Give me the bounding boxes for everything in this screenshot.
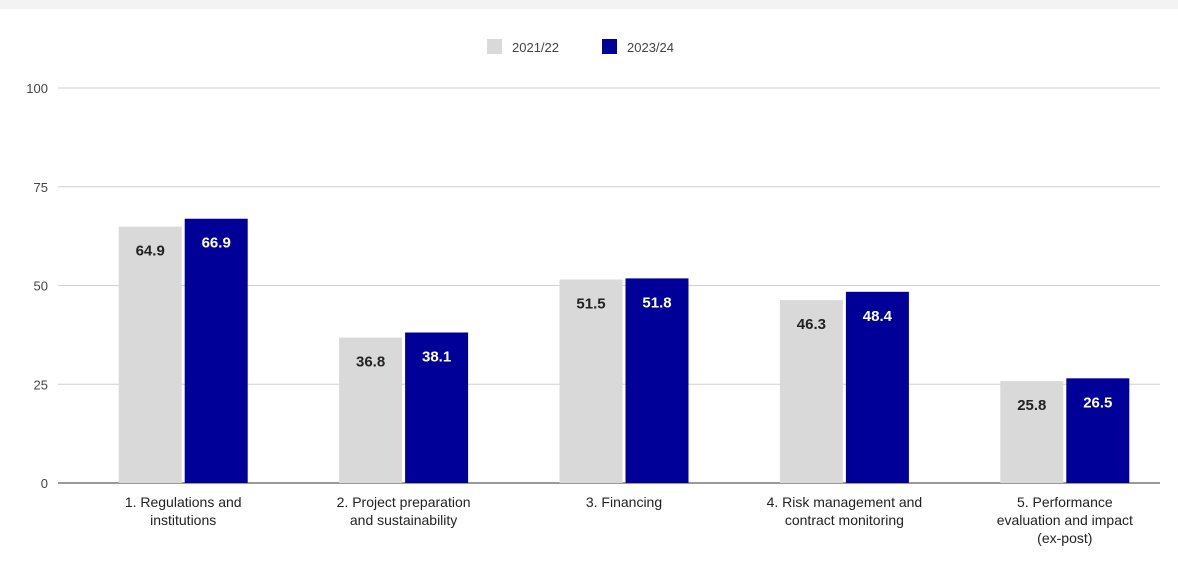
bar-series1 (1000, 381, 1064, 483)
data-label: 51.8 (642, 294, 671, 311)
legend-swatch (487, 39, 502, 54)
x-category-label: 3. Financing (586, 494, 662, 510)
y-tick-label: 100 (26, 81, 48, 96)
x-category-label: and sustainability (350, 512, 457, 528)
legend-swatch (602, 39, 617, 54)
legend-label: 2021/22 (512, 40, 559, 55)
legend-label: 2023/24 (627, 40, 674, 55)
data-label: 66.9 (202, 235, 231, 252)
data-label: 26.5 (1083, 394, 1112, 411)
bar-series1 (339, 337, 403, 483)
y-tick-label: 50 (34, 279, 48, 294)
data-label: 51.5 (576, 296, 605, 313)
x-category-label: 5. Performance (1017, 494, 1113, 510)
bar-series2 (184, 218, 248, 483)
x-category-label: 1. Regulations and (125, 494, 242, 510)
x-category-label: evaluation and impact (997, 512, 1133, 528)
data-label: 25.8 (1017, 397, 1046, 414)
bar-series2 (625, 278, 689, 483)
data-label: 38.1 (422, 349, 451, 366)
x-category-label: 4. Risk management and (767, 494, 923, 510)
x-category-label: institutions (150, 512, 216, 528)
data-label: 46.3 (797, 316, 826, 333)
data-label: 36.8 (356, 354, 385, 371)
bar-series1 (118, 226, 182, 483)
data-label: 64.9 (136, 243, 165, 260)
y-tick-label: 0 (41, 476, 48, 491)
x-category-label: (ex-post) (1037, 530, 1092, 546)
x-category-label: contract monitoring (785, 512, 904, 528)
bar-series2 (845, 291, 909, 483)
top-strip (0, 0, 1178, 9)
x-category-label: 2. Project preparation (337, 494, 471, 510)
bar-series2 (1066, 378, 1130, 483)
data-label: 48.4 (863, 308, 893, 325)
bar-series2 (405, 332, 469, 483)
y-tick-label: 25 (34, 377, 48, 392)
y-tick-label: 75 (34, 180, 48, 195)
bar-series1 (779, 300, 843, 483)
bar-series1 (559, 279, 623, 483)
